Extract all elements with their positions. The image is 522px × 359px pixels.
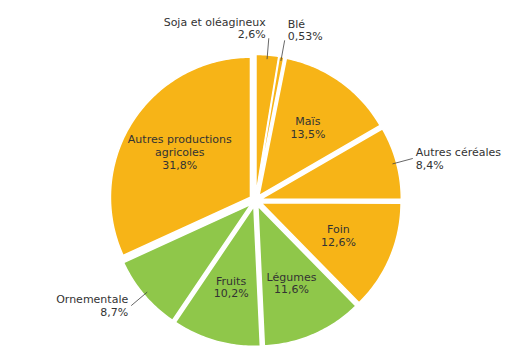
svg-text:Soja et oléagineux2,6%: Soja et oléagineux2,6% — [164, 16, 267, 42]
svg-text:Autres productionsagricoles31,: Autres productionsagricoles31,8% — [128, 133, 232, 171]
svg-text:Fruits10,2%: Fruits10,2% — [214, 275, 249, 301]
svg-text:Légumes11,6%: Légumes11,6% — [267, 271, 317, 297]
svg-text:Blé0,53%: Blé0,53% — [288, 18, 323, 44]
svg-text:Ornementale8,7%: Ornementale8,7% — [56, 293, 128, 319]
svg-text:Foin12,6%: Foin12,6% — [321, 223, 356, 249]
svg-text:Maïs13,5%: Maïs13,5% — [290, 115, 325, 141]
svg-text:Autres céréales8,4%: Autres céréales8,4% — [416, 146, 502, 172]
